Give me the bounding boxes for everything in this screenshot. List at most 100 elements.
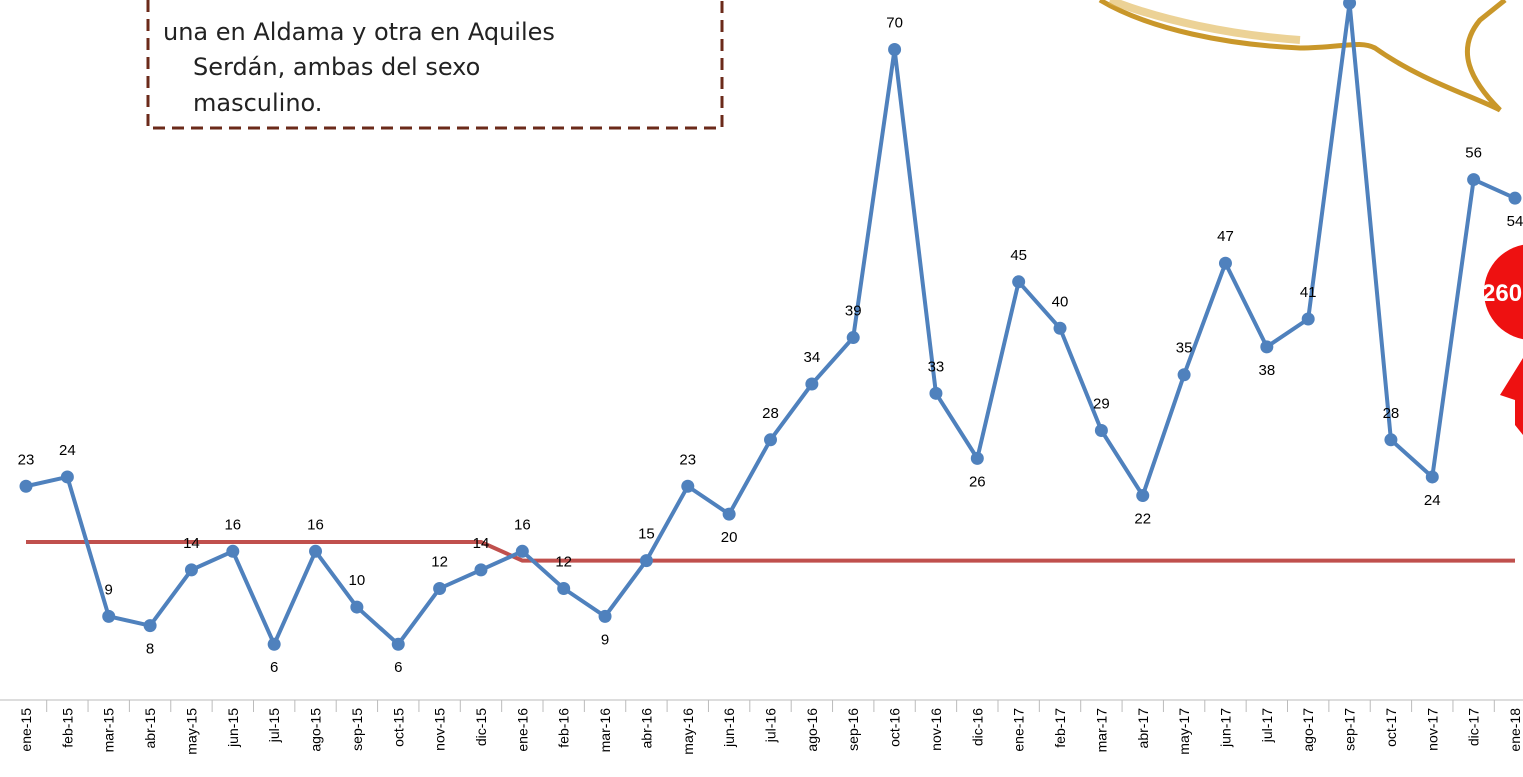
x-tick-label: ene-17 bbox=[1011, 708, 1027, 752]
annotation-box bbox=[146, 0, 724, 130]
data-label: 12 bbox=[555, 553, 572, 570]
data-label: 10 bbox=[349, 572, 366, 589]
data-label: 29 bbox=[1093, 395, 1110, 412]
x-tick-label: ago-16 bbox=[804, 708, 820, 752]
x-tick-label: dic-17 bbox=[1466, 708, 1482, 746]
x-tick-label: dic-16 bbox=[969, 708, 985, 746]
point bbox=[391, 637, 405, 651]
data-label: 14 bbox=[183, 535, 200, 552]
decoration bbox=[1108, 0, 1301, 44]
point bbox=[1508, 191, 1522, 205]
x-tick-label: feb-17 bbox=[1052, 708, 1068, 748]
point bbox=[474, 563, 488, 577]
x-tick-label: ene-18 bbox=[1507, 708, 1523, 752]
x-tick-label: oct-17 bbox=[1383, 708, 1399, 747]
x-tick-label: sep-16 bbox=[845, 708, 861, 751]
x-tick-label: mar-15 bbox=[101, 708, 117, 753]
arrow bbox=[1500, 358, 1523, 435]
x-tick-label: ene-16 bbox=[514, 708, 530, 752]
data-label: 22 bbox=[1134, 511, 1151, 528]
point bbox=[267, 637, 281, 651]
x-tick-label: mar-16 bbox=[597, 708, 613, 753]
point bbox=[639, 554, 653, 568]
data-label: 45 bbox=[1010, 247, 1027, 264]
data-label: 70 bbox=[886, 14, 903, 31]
x-tick-label: may-15 bbox=[183, 708, 199, 755]
point bbox=[888, 42, 902, 56]
point bbox=[1177, 368, 1191, 382]
point bbox=[143, 619, 157, 633]
data-label: 34 bbox=[804, 349, 821, 366]
x-tick-label: may-16 bbox=[680, 708, 696, 755]
point bbox=[1218, 256, 1232, 270]
data-label: 35 bbox=[1176, 340, 1193, 357]
data-label: 24 bbox=[59, 442, 76, 459]
data-label: 28 bbox=[762, 405, 779, 422]
point bbox=[1425, 470, 1439, 484]
data-label: 41 bbox=[1300, 284, 1317, 301]
point bbox=[515, 544, 529, 558]
x-tick-label: ago-15 bbox=[308, 708, 324, 752]
point bbox=[929, 386, 943, 400]
point bbox=[433, 581, 447, 595]
data-label: 9 bbox=[601, 631, 609, 648]
data-label: 15 bbox=[638, 526, 655, 543]
data-label: 54 bbox=[1507, 213, 1523, 230]
badge-text: +260 bbox=[1468, 280, 1522, 307]
x-tick-label: abr-16 bbox=[638, 708, 654, 749]
point bbox=[60, 470, 74, 484]
data-label: 14 bbox=[473, 535, 490, 552]
point bbox=[764, 433, 777, 447]
annotation-text: masculino. bbox=[193, 89, 322, 117]
point bbox=[1094, 423, 1108, 437]
data-label: 16 bbox=[307, 516, 324, 533]
data-label: 38 bbox=[1258, 362, 1275, 379]
x-tick-label: nov-17 bbox=[1424, 708, 1440, 751]
data-label: 6 bbox=[270, 659, 278, 676]
data-label: 33 bbox=[928, 358, 945, 375]
x-tick-label: sep-15 bbox=[349, 708, 365, 751]
point bbox=[557, 581, 571, 595]
data-label: 23 bbox=[679, 451, 696, 468]
x-tick-label: ene-15 bbox=[18, 708, 34, 752]
point bbox=[102, 609, 116, 623]
point bbox=[226, 544, 240, 558]
x-tick-label: oct-16 bbox=[887, 708, 903, 747]
data-label: 20 bbox=[721, 529, 738, 546]
point bbox=[1384, 433, 1398, 447]
point bbox=[805, 377, 819, 391]
series-line bbox=[26, 540, 1515, 563]
x-tick-label: ago-17 bbox=[1300, 708, 1316, 752]
point bbox=[184, 563, 198, 577]
data-label: 28 bbox=[1383, 405, 1400, 422]
point bbox=[1301, 312, 1315, 326]
x-tick-label: dic-15 bbox=[473, 708, 489, 746]
x-tick-label: nov-15 bbox=[432, 708, 448, 751]
data-label: 26 bbox=[969, 473, 986, 490]
point bbox=[970, 451, 984, 465]
data-label: 6 bbox=[394, 659, 402, 676]
x-tick-label: feb-16 bbox=[556, 708, 572, 748]
data-label: 8 bbox=[146, 641, 154, 658]
x-tick-label: jul-17 bbox=[1259, 708, 1275, 743]
x-tick-label: nov-16 bbox=[928, 708, 944, 751]
x-tick-label: jul-15 bbox=[266, 708, 282, 743]
point bbox=[1467, 173, 1481, 187]
data-label: 23 bbox=[18, 451, 35, 468]
data-label: 12 bbox=[431, 553, 448, 570]
data-label: 40 bbox=[1052, 293, 1069, 310]
point bbox=[350, 600, 364, 614]
data-label: 9 bbox=[105, 581, 113, 598]
x-tick-label: jun-17 bbox=[1217, 708, 1233, 748]
point bbox=[598, 609, 612, 623]
point bbox=[1012, 275, 1026, 289]
x-tick-label: oct-15 bbox=[390, 708, 406, 747]
decoration bbox=[1098, 0, 1507, 113]
point bbox=[19, 479, 33, 493]
point bbox=[309, 544, 323, 558]
data-label: 16 bbox=[514, 516, 531, 533]
data-label: 24 bbox=[1424, 492, 1441, 509]
data-label: 39 bbox=[845, 303, 862, 320]
